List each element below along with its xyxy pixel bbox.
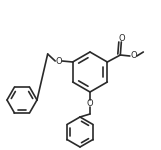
Text: O: O [87, 99, 93, 108]
Text: O: O [118, 34, 125, 43]
Text: O: O [55, 57, 62, 66]
Text: O: O [130, 51, 137, 60]
